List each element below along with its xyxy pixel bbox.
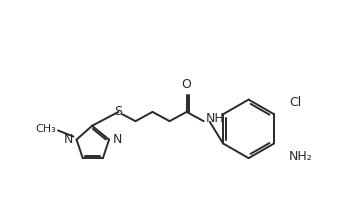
Text: O: O (182, 78, 191, 91)
Text: Cl: Cl (289, 96, 301, 109)
Text: CH₃: CH₃ (35, 124, 56, 134)
Text: NH₂: NH₂ (289, 150, 313, 163)
Text: N: N (113, 133, 122, 146)
Text: S: S (114, 105, 122, 118)
Text: NH: NH (206, 111, 225, 125)
Text: N: N (63, 133, 73, 146)
